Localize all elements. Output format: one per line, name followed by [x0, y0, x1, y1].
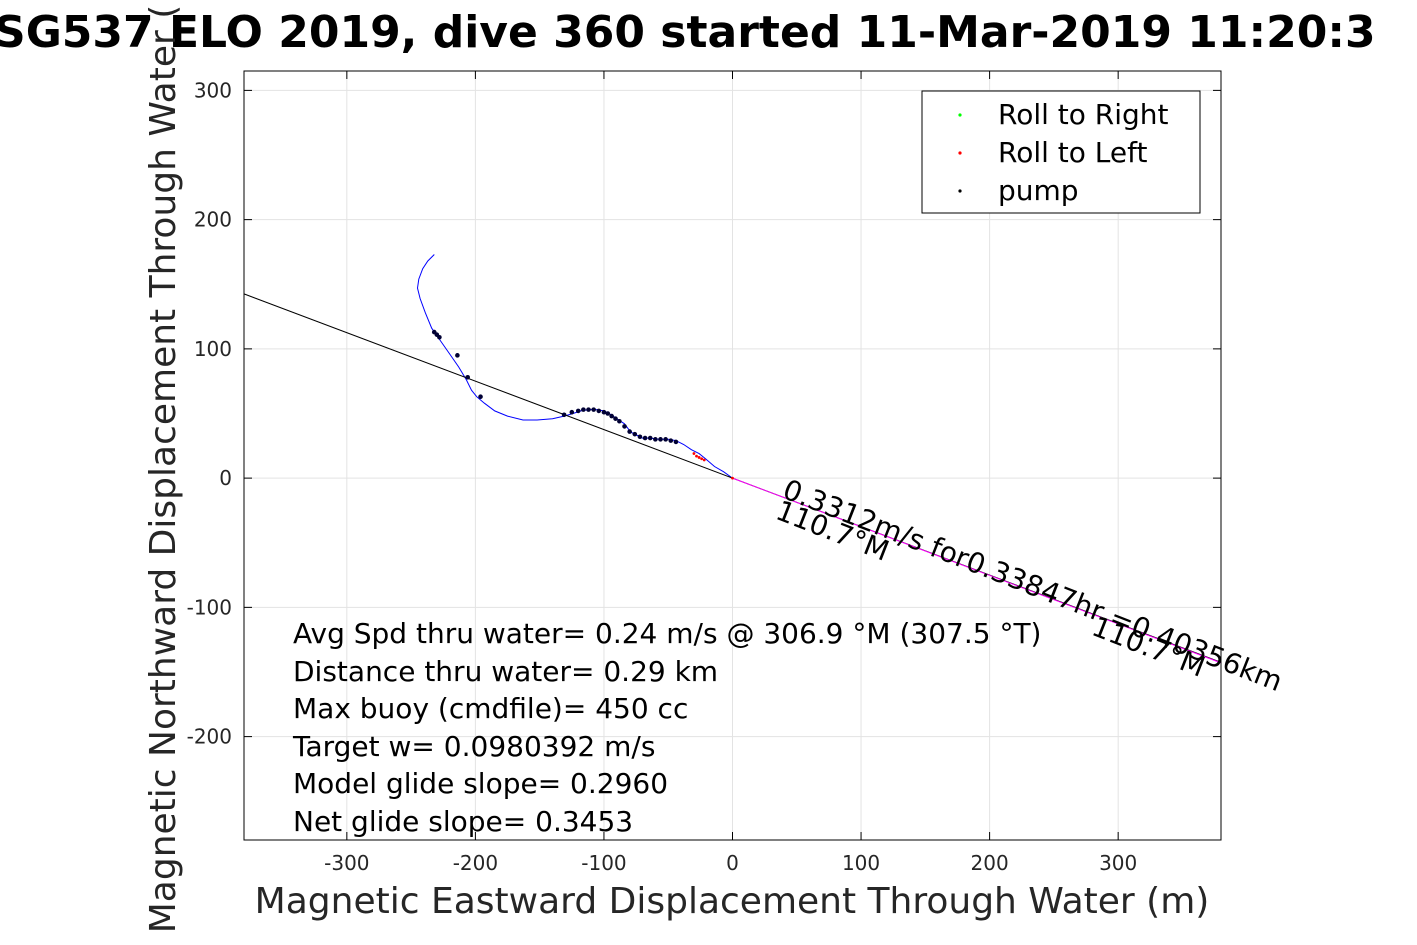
pump-point: [601, 409, 607, 415]
x-tick-label: -200: [453, 851, 498, 875]
legend: Roll to Right Roll to Left pump: [921, 90, 1201, 214]
x-axis-label: Magnetic Eastward Displacement Through W…: [255, 881, 1210, 922]
info-text-block: Avg Spd thru water= 0.24 m/s @ 306.9 °M …: [292, 617, 1041, 838]
glider-track-line: [416, 254, 733, 479]
pump-point: [663, 437, 668, 442]
legend-label-roll-right: Roll to Right: [998, 98, 1169, 131]
roll-left-point: [692, 452, 696, 455]
pump-point: [617, 418, 622, 424]
pump-point: [455, 353, 460, 358]
pump-point: [575, 408, 581, 414]
pump-point: [609, 413, 614, 419]
pump-point: [668, 438, 674, 443]
x-tick-label: 200: [971, 851, 1009, 875]
data-layer: [243, 254, 1222, 664]
chart-title: SG537 ELO 2019, dive 360 started 11-Mar-…: [0, 7, 1376, 58]
pump-point: [605, 411, 611, 416]
pump-point: [613, 416, 618, 421]
pump-point: [586, 407, 591, 412]
y-tick-label: 0: [219, 466, 232, 490]
x-tick-label: -100: [581, 851, 626, 875]
pump-point: [653, 437, 658, 442]
legend-box: [921, 90, 1201, 214]
roll-left-point: [695, 454, 698, 458]
pump-point: [647, 435, 653, 441]
pump-point: [622, 424, 627, 429]
x-tick-label: 0: [726, 851, 739, 875]
info-line-distance: Distance thru water= 0.29 km: [293, 655, 718, 688]
pump-point: [561, 412, 567, 418]
roll-left-point: [702, 458, 706, 462]
y-tick-label: -100: [187, 595, 232, 619]
pump-point: [437, 334, 442, 340]
x-tick-label: -300: [324, 851, 369, 875]
pump-point: [465, 375, 470, 380]
info-line-avg-speed: Avg Spd thru water= 0.24 m/s @ 306.9 °M …: [293, 617, 1041, 650]
tick-layer: -300 -200 -100 0 100 200 300 -200 -100 0 100 200 300: [187, 71, 1221, 875]
info-line-model-glide: Model glide slope= 0.2960: [293, 767, 668, 800]
y-tick-label: -200: [187, 725, 232, 749]
y-axis-label: Magnetic Northward Displacement Through …: [143, 5, 184, 934]
legend-marker-roll-right: [958, 113, 962, 117]
info-line-target-w: Target w= 0.0980392 m/s: [292, 730, 655, 763]
pump-point: [673, 439, 679, 445]
annotation-layer: 0.3312m/s for0.33847hr =0.40356km 110.7°…: [771, 473, 1287, 698]
pump-point: [642, 435, 648, 441]
info-line-max-buoy: Max buoy (cmdfile)= 450 cc: [293, 692, 688, 725]
depth-avg-current-line: [732, 477, 1222, 664]
y-tick-label: 100: [194, 337, 232, 361]
x-tick-label: 300: [1099, 851, 1137, 875]
legend-label-pump: pump: [998, 174, 1079, 207]
y-tick-label: 300: [194, 78, 232, 102]
x-tick-label: 100: [842, 851, 880, 875]
legend-label-roll-left: Roll to Left: [998, 136, 1147, 169]
roll-left-point: [700, 457, 704, 461]
legend-marker-pump: [958, 189, 962, 193]
pump-point: [632, 431, 638, 437]
pump-point: [478, 394, 483, 399]
pump-point: [658, 437, 663, 442]
pump-point: [569, 409, 575, 415]
track-annotation: 0.3312m/s for0.33847hr =0.40356km: [778, 473, 1287, 698]
roll-left-point: [697, 456, 701, 459]
info-line-net-glide: Net glide slope= 0.3453: [293, 805, 633, 838]
y-tick-label: 200: [194, 208, 232, 232]
pump-point: [627, 429, 632, 434]
legend-marker-roll-left: [958, 151, 962, 155]
pump-point: [581, 407, 586, 412]
pump-point: [637, 434, 643, 440]
pump-point: [591, 407, 596, 412]
pump-point: [596, 408, 602, 414]
roll-left-point: [731, 476, 734, 480]
